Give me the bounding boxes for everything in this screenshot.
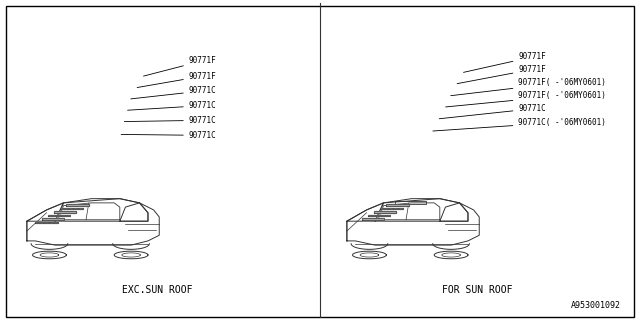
Polygon shape xyxy=(380,208,403,209)
Text: 90771F: 90771F xyxy=(143,56,216,76)
Polygon shape xyxy=(48,215,70,216)
Polygon shape xyxy=(387,204,409,206)
Polygon shape xyxy=(35,222,58,223)
Polygon shape xyxy=(42,218,64,220)
Text: A953001092: A953001092 xyxy=(571,301,621,310)
Text: 90771F: 90771F xyxy=(463,52,546,72)
Polygon shape xyxy=(368,215,390,216)
Text: 90771F: 90771F xyxy=(457,65,546,84)
Text: 90771C: 90771C xyxy=(131,86,216,99)
Polygon shape xyxy=(362,218,384,220)
Text: 90771C: 90771C xyxy=(127,101,216,110)
Text: 90771C: 90771C xyxy=(121,131,216,140)
Text: FOR SUN ROOF: FOR SUN ROOF xyxy=(442,284,512,295)
Text: EXC.SUN ROOF: EXC.SUN ROOF xyxy=(122,284,192,295)
Polygon shape xyxy=(67,204,89,206)
Text: 90771C: 90771C xyxy=(124,116,216,125)
Polygon shape xyxy=(374,211,396,213)
Polygon shape xyxy=(54,211,76,213)
Text: 90771F( -'06MY0601): 90771F( -'06MY0601) xyxy=(445,91,606,107)
Text: 90771F( -'06MY0601): 90771F( -'06MY0601) xyxy=(451,78,606,96)
Text: 90771F: 90771F xyxy=(137,72,216,88)
Text: 90771C( -'06MY0601): 90771C( -'06MY0601) xyxy=(433,118,606,131)
Text: 90771C: 90771C xyxy=(439,104,546,119)
Polygon shape xyxy=(60,208,83,209)
